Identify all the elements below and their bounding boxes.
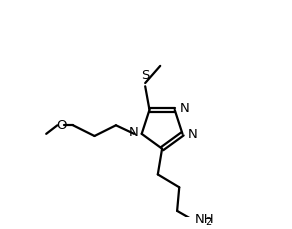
Text: S: S: [141, 69, 150, 82]
Text: O: O: [56, 119, 67, 132]
Text: N: N: [129, 126, 138, 139]
Text: N: N: [187, 128, 197, 142]
Text: N: N: [180, 102, 190, 115]
Text: NH: NH: [194, 213, 214, 226]
Text: 2: 2: [206, 217, 212, 227]
